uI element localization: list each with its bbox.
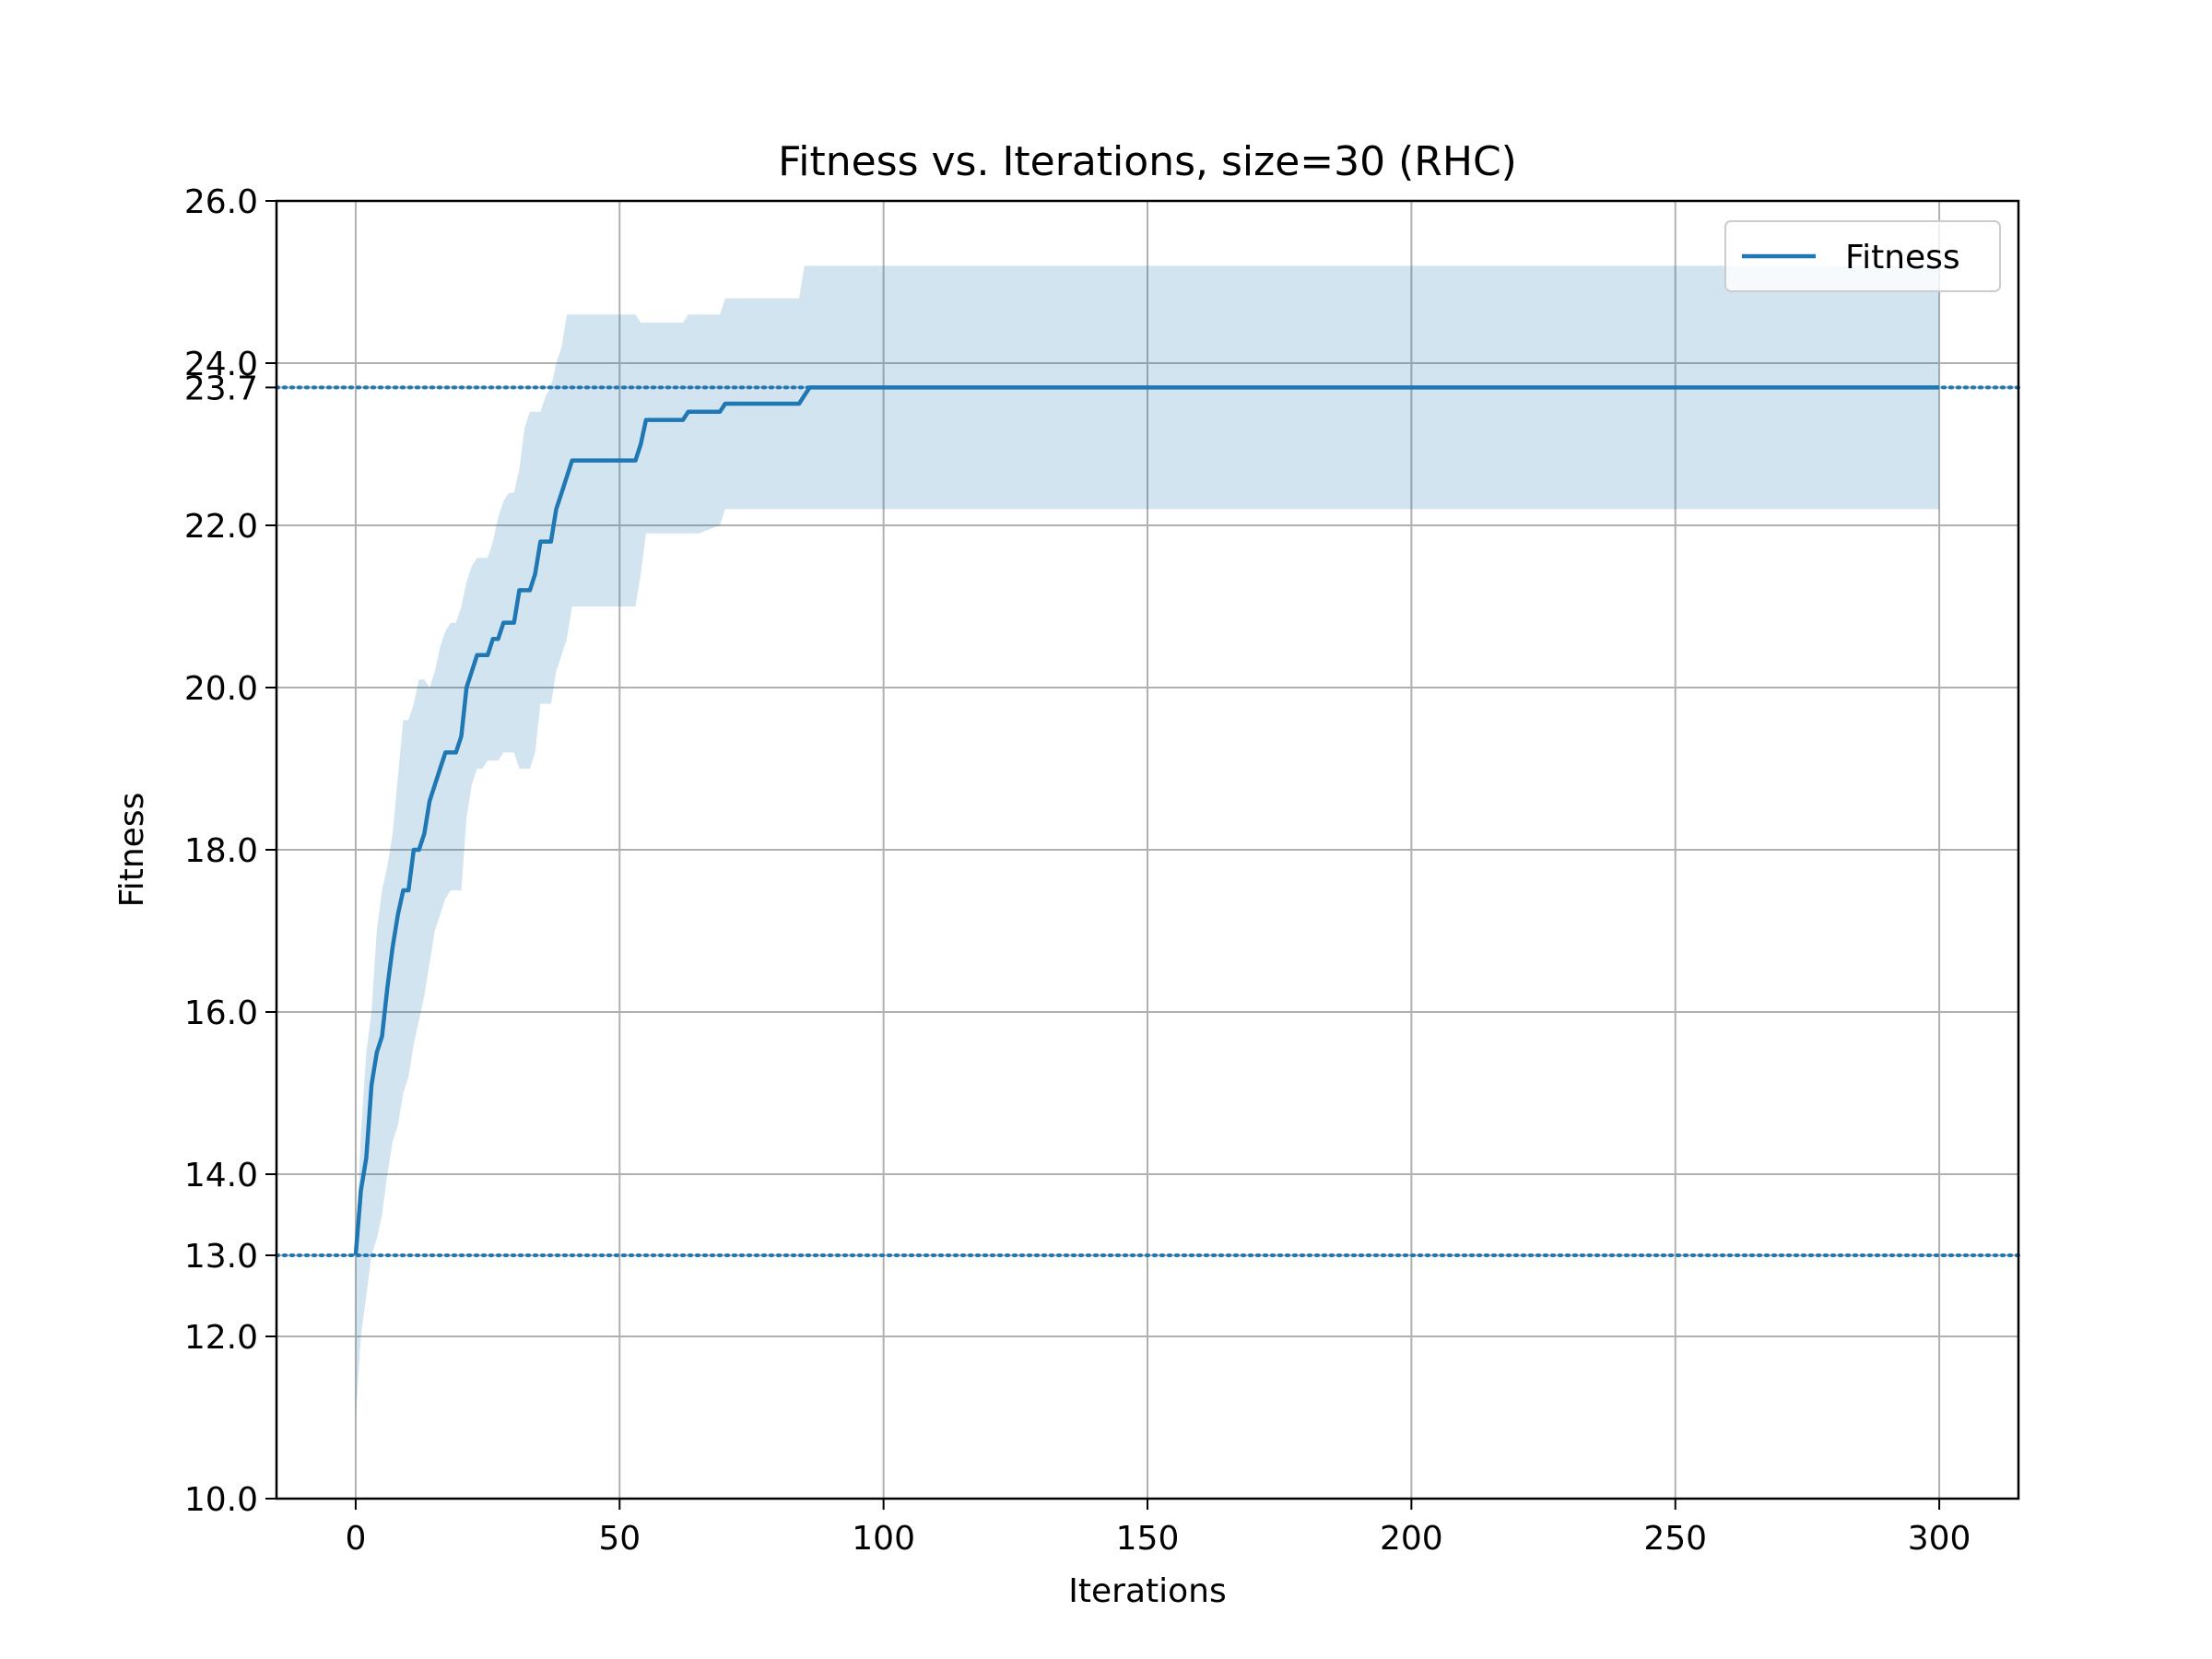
x-tick-label: 300 bbox=[1908, 1520, 1971, 1558]
legend-label-fitness: Fitness bbox=[1845, 239, 1960, 276]
x-tick-label: 100 bbox=[852, 1520, 915, 1558]
x-tick-label: 150 bbox=[1116, 1520, 1180, 1558]
series-lines bbox=[353, 385, 1940, 1256]
x-tick-label: 50 bbox=[598, 1520, 641, 1558]
fitness-band bbox=[355, 265, 1940, 1418]
y-tick-label: 16.0 bbox=[184, 994, 258, 1032]
y-axis-ticks: 10.0 12.0 13.0 14.0 16.0 18.0 20.0 22.0 23.724.0… bbox=[184, 183, 276, 1519]
y-tick-label: 23.7 bbox=[184, 370, 258, 407]
legend: Fitness bbox=[1724, 220, 2001, 292]
y-tick-label: 18.0 bbox=[184, 832, 258, 870]
legend-box bbox=[1724, 220, 2001, 292]
y-tick-label: 13.0 bbox=[184, 1238, 258, 1276]
y-axis-label: Fitness bbox=[113, 793, 151, 908]
x-axis-label: Iterations bbox=[1068, 1572, 1226, 1610]
y-tick-label: 14.0 bbox=[184, 1157, 258, 1194]
y-tick-label: 26.0 bbox=[184, 183, 258, 221]
x-tick-label: 250 bbox=[1643, 1520, 1707, 1558]
y-tick-label: 20.0 bbox=[184, 670, 258, 708]
chart-title: Fitness vs. Iterations, size=30 (RHC) bbox=[778, 138, 1517, 185]
x-tick-label: 0 bbox=[345, 1520, 366, 1558]
y-tick-label: 22.0 bbox=[184, 508, 258, 546]
y-tick-label: 12.0 bbox=[184, 1319, 258, 1357]
x-tick-label: 200 bbox=[1380, 1520, 1443, 1558]
x-axis-ticks: 0 50 100 150 200 250 300 bbox=[345, 1499, 1971, 1558]
y-tick-label: 24.0 bbox=[184, 346, 258, 383]
fitness-line bbox=[353, 385, 1940, 1256]
confidence-band bbox=[355, 265, 1940, 1418]
y-tick-label: 10.0 bbox=[184, 1481, 258, 1519]
